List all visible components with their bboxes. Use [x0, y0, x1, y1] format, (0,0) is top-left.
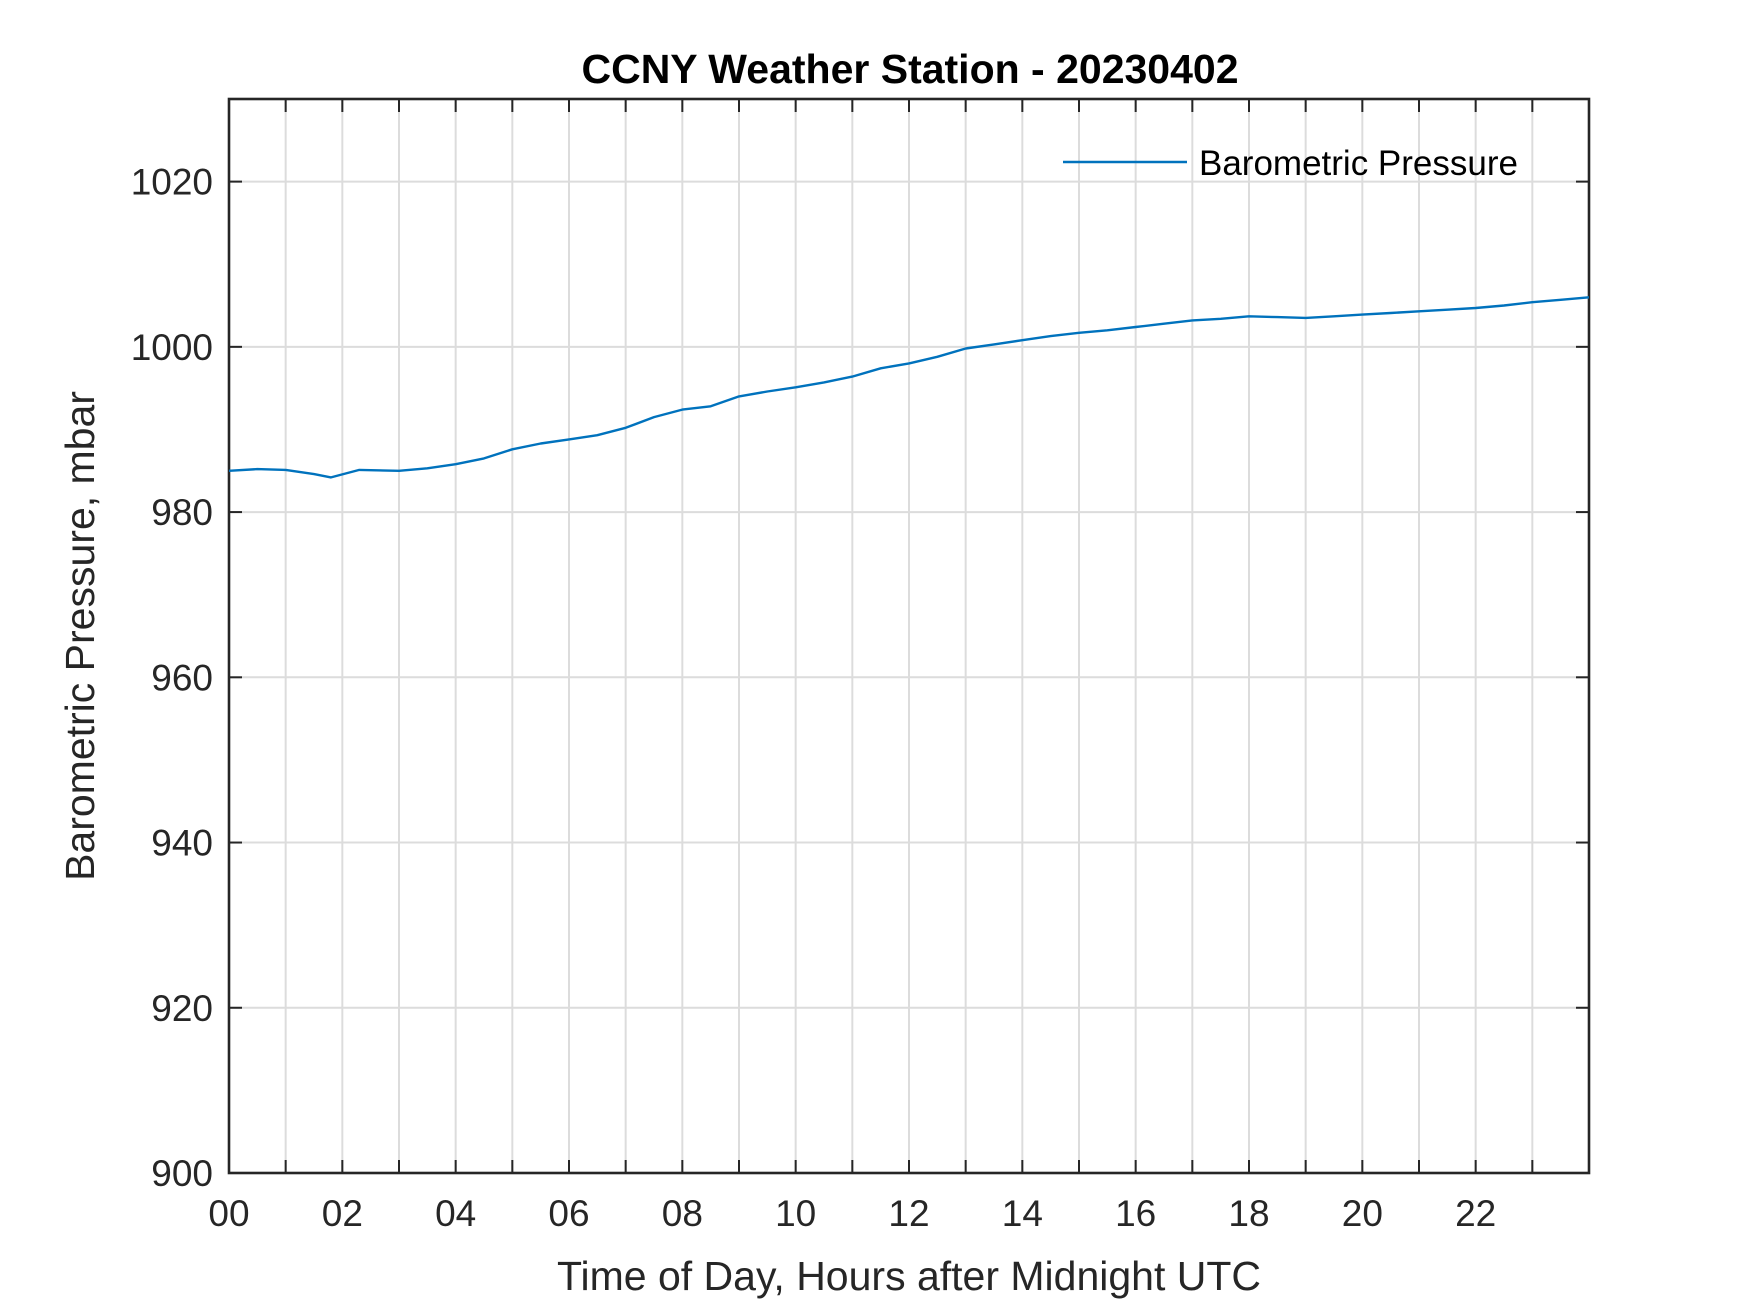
x-tick-label: 16: [1115, 1193, 1156, 1234]
x-tick-label: 12: [888, 1193, 929, 1234]
series-layer: [228, 296, 1590, 479]
series-line-barometric-pressure: [228, 296, 1590, 479]
y-tick-label: 1000: [131, 327, 213, 368]
x-tick-label: 18: [1228, 1193, 1269, 1234]
y-tick-label: 1020: [131, 162, 213, 203]
y-tick-label: 900: [151, 1153, 213, 1194]
legend-label-barometric-pressure: Barometric Pressure: [1199, 144, 1518, 183]
x-tick-label: 14: [1002, 1193, 1043, 1234]
x-tick-label: 20: [1342, 1193, 1383, 1234]
x-tick-label: 00: [208, 1193, 249, 1234]
y-tick-label: 940: [151, 823, 213, 864]
legend: Barometric Pressure: [1063, 144, 1518, 183]
x-axis-label: Time of Day, Hours after Midnight UTC: [557, 1253, 1261, 1299]
tick-label-layer: 900 920 940 960 980 1000 1020 00 02 04 06 08 10 12 14 1…: [131, 162, 1497, 1234]
plot-frame: [227, 97, 1591, 1175]
grid-layer: [229, 99, 1589, 1173]
x-tick-label: 06: [548, 1193, 589, 1234]
y-axis-label: Barometric Pressure, mbar: [57, 391, 103, 881]
x-tick-label: 22: [1455, 1193, 1496, 1234]
x-tick-label: 10: [775, 1193, 816, 1234]
tick-layer: [229, 99, 1589, 1174]
y-tick-label: 920: [151, 988, 213, 1029]
x-tick-label: 04: [435, 1193, 476, 1234]
y-tick-label: 980: [151, 492, 213, 533]
chart-title: CCNY Weather Station - 20230402: [581, 46, 1238, 92]
x-tick-label: 08: [662, 1193, 703, 1234]
x-tick-label: 02: [322, 1193, 363, 1234]
y-tick-label: 960: [151, 657, 213, 698]
